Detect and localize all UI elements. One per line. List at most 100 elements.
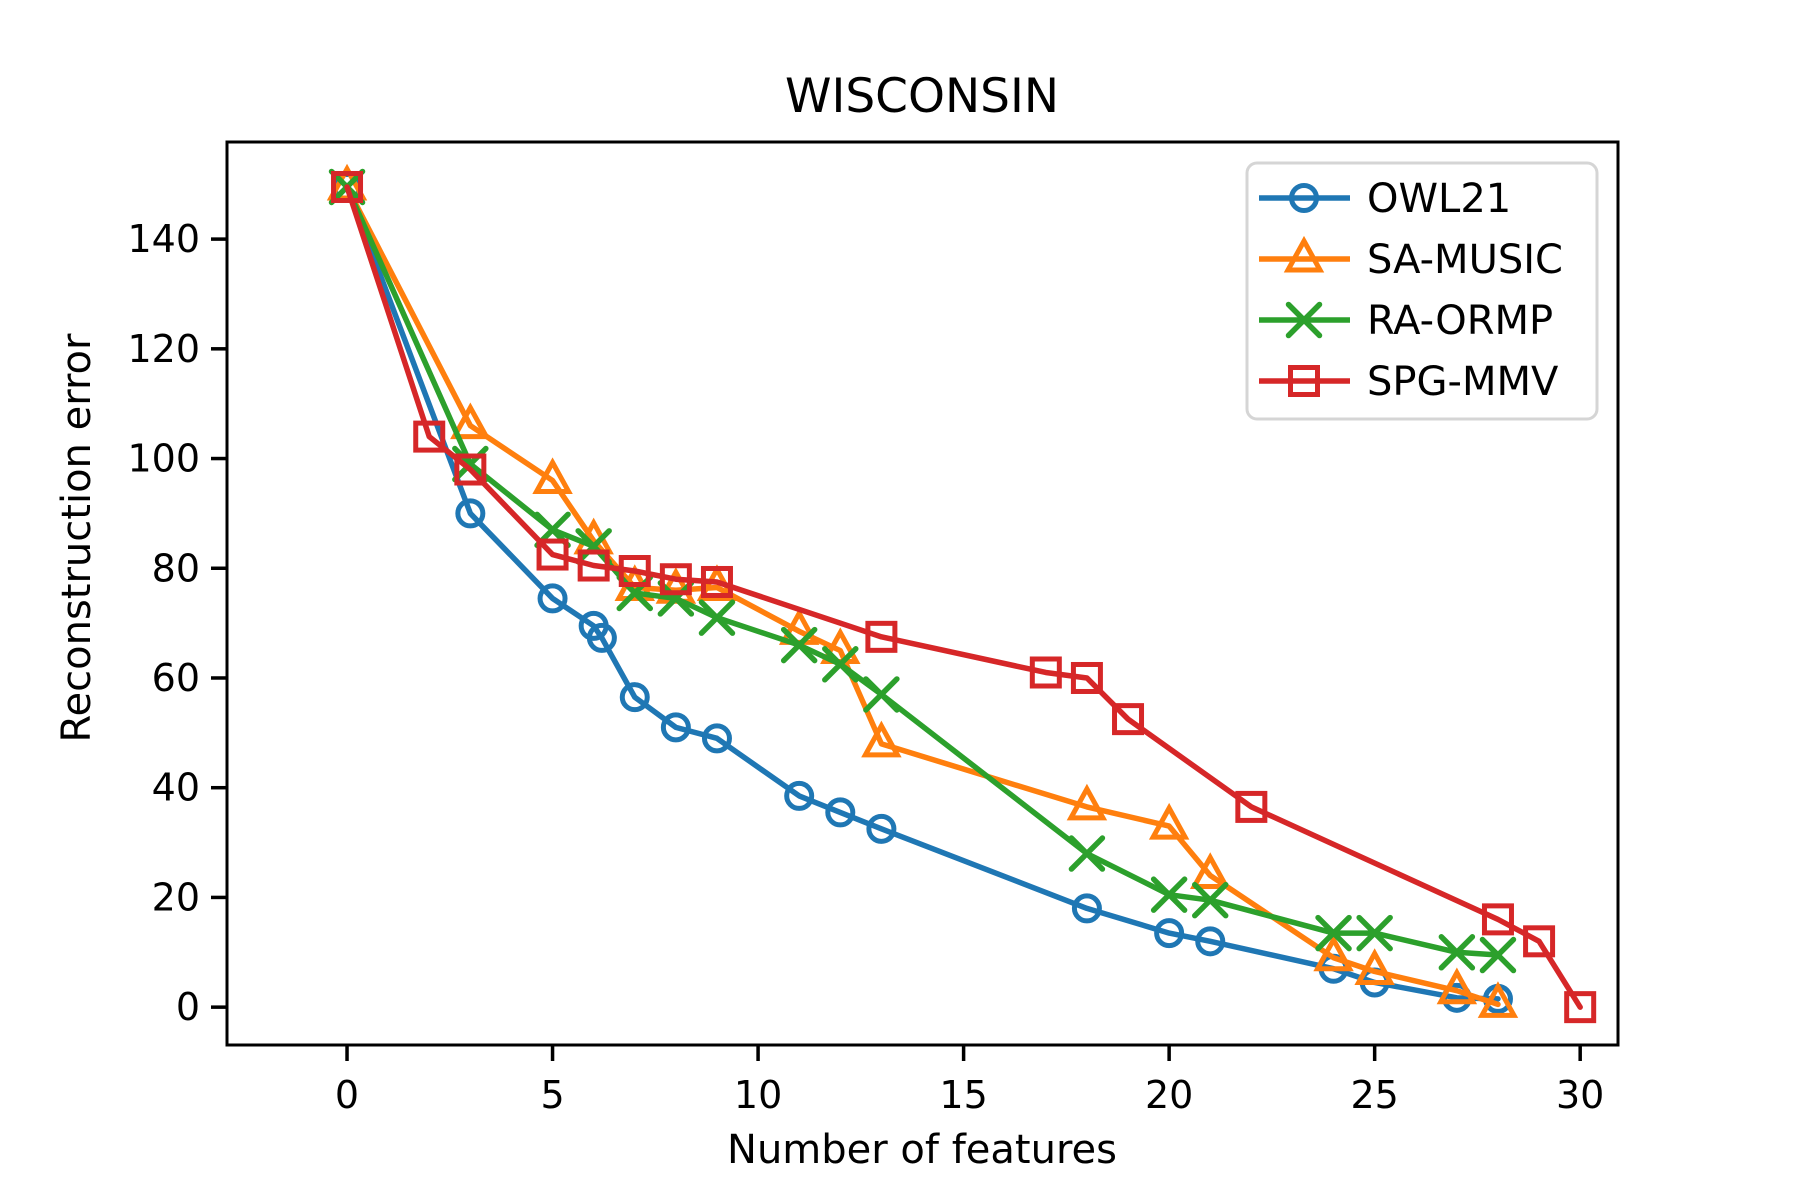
x-marker — [657, 580, 695, 617]
triangle-marker — [1477, 981, 1519, 1018]
square-marker — [1235, 790, 1268, 823]
x-axis-label: Number of features — [727, 1127, 1117, 1173]
series-RA-ORMP — [328, 168, 1517, 974]
x-marker — [1285, 301, 1323, 339]
series-line — [344, 184, 1583, 1010]
triangle-marker — [1190, 852, 1231, 889]
circle-marker — [619, 682, 650, 713]
triangle-marker — [1066, 783, 1108, 821]
x-tick-label: 20 — [1145, 1073, 1193, 1117]
y-tick-label: 100 — [127, 437, 200, 481]
circle-glyph — [537, 583, 568, 614]
triangle-glyph — [1436, 967, 1478, 1005]
square-glyph — [454, 453, 487, 486]
x-glyph — [575, 528, 612, 565]
x-marker — [1315, 914, 1352, 952]
triangle-marker — [1436, 967, 1478, 1005]
square-marker — [1564, 991, 1597, 1024]
legend-entry-SA-MUSIC: SA-MUSIC — [1259, 235, 1563, 283]
triangle-glyph — [861, 720, 902, 758]
triangle-marker — [1354, 948, 1395, 985]
square-glyph — [1481, 903, 1514, 936]
circle-glyph — [866, 813, 897, 844]
x-glyph — [1315, 914, 1352, 952]
square-marker — [1481, 903, 1514, 936]
circle-glyph — [586, 622, 617, 653]
x-tick-label: 25 — [1350, 1073, 1398, 1117]
x-marker — [1438, 934, 1476, 971]
legend-label: SPG-MMV — [1367, 359, 1559, 405]
circle-marker — [825, 797, 856, 828]
x-marker — [575, 528, 612, 565]
square-glyph — [700, 565, 733, 598]
plot-layer: 0 5 10 15 20 25 30 0 20 40 60 80 100 120 140 OWL21 SA-MU… — [127, 140, 1620, 1117]
square-glyph — [577, 549, 610, 582]
x-glyph — [1479, 936, 1517, 974]
square-glyph — [1235, 790, 1268, 823]
x-tick-label: 15 — [939, 1073, 987, 1117]
circle-marker — [701, 723, 732, 754]
triangle-glyph — [1190, 852, 1231, 889]
series-SPG-MMV — [331, 170, 1597, 1024]
triangle-marker — [861, 720, 902, 758]
circle-glyph — [619, 682, 650, 713]
square-marker — [659, 563, 692, 596]
x-glyph — [1068, 835, 1106, 872]
x-glyph — [822, 646, 859, 683]
square-marker — [454, 453, 487, 486]
triangle-glyph — [450, 402, 491, 440]
square-glyph — [1070, 661, 1103, 694]
square-marker — [413, 420, 446, 453]
circle-marker — [455, 498, 486, 529]
circle-marker — [537, 583, 568, 614]
square-glyph — [1523, 925, 1556, 958]
triangle-glyph — [1148, 802, 1190, 840]
circle-glyph — [1154, 918, 1185, 949]
triangle-glyph — [1313, 934, 1354, 972]
square-glyph — [536, 538, 569, 571]
circle-glyph — [1289, 183, 1319, 213]
y-tick-label: 40 — [152, 766, 200, 810]
square-marker — [1288, 365, 1320, 397]
y-tick-label: 140 — [127, 217, 200, 261]
legend-label: SA-MUSIC — [1367, 237, 1563, 283]
square-glyph — [865, 620, 898, 653]
square-glyph — [1288, 365, 1320, 397]
square-glyph — [1029, 656, 1062, 689]
x-tick-label: 10 — [734, 1073, 782, 1117]
x-glyph — [1356, 914, 1393, 952]
triangle-glyph — [1283, 235, 1325, 273]
circle-marker — [586, 622, 617, 653]
circle-glyph — [701, 723, 732, 754]
x-tick-label: 30 — [1556, 1073, 1604, 1117]
triangle-marker — [450, 402, 491, 440]
legend-entry-RA-ORMP: RA-ORMP — [1259, 298, 1553, 344]
square-marker — [1029, 656, 1062, 689]
triangle-marker — [1283, 235, 1325, 273]
x-marker — [1068, 835, 1106, 872]
chart-title: WISCONSIN — [785, 69, 1059, 124]
circle-glyph — [660, 712, 691, 743]
circle-marker — [1195, 926, 1226, 957]
square-glyph — [659, 563, 692, 596]
x-marker — [698, 599, 736, 636]
x-tick-label: 0 — [335, 1073, 359, 1117]
y-axis-label: Reconstruction error — [54, 333, 100, 742]
circle-glyph — [825, 797, 856, 828]
circle-marker — [1154, 918, 1185, 949]
x-marker — [1191, 881, 1229, 919]
x-marker — [1356, 914, 1393, 952]
circle-marker — [660, 712, 691, 743]
x-marker — [863, 676, 900, 713]
square-marker — [331, 170, 364, 203]
triangle-marker — [1313, 934, 1354, 972]
x-glyph — [1150, 876, 1188, 913]
legend-entry-SPG-MMV: SPG-MMV — [1259, 359, 1559, 405]
legend: OWL21 SA-MUSIC RA-ORMP SPG-MMV — [1245, 161, 1599, 421]
triangle-glyph — [1354, 948, 1395, 985]
square-glyph — [331, 170, 364, 203]
triangle-marker — [532, 457, 573, 494]
square-glyph — [413, 420, 446, 453]
y-tick-label: 120 — [127, 327, 200, 371]
circle-glyph — [1071, 893, 1102, 924]
